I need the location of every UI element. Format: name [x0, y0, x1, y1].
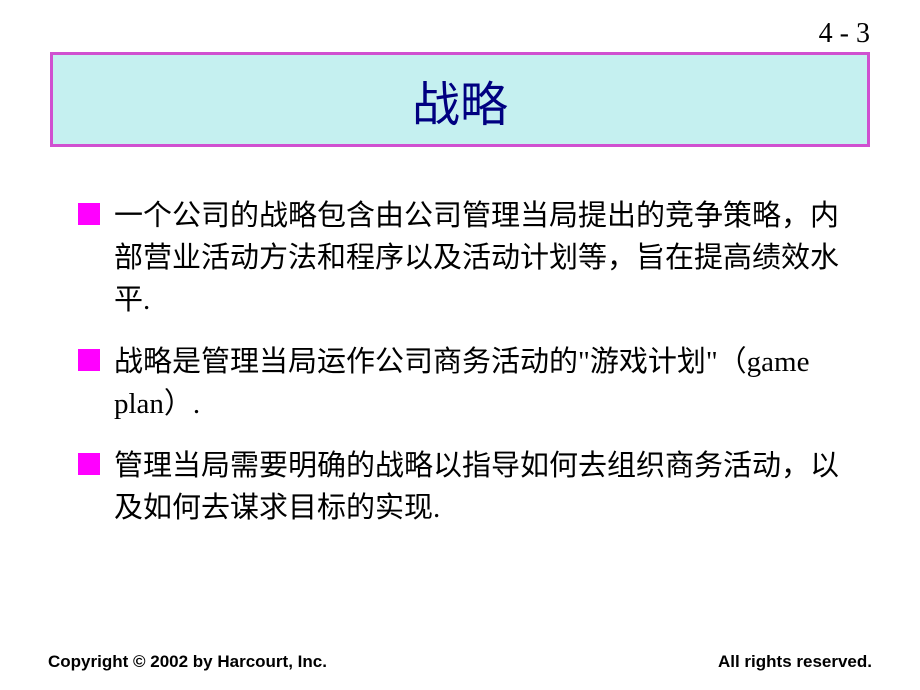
bullet-marker-icon: [78, 349, 100, 371]
title-box: 战略: [50, 52, 870, 147]
page-number: 4 - 3: [819, 18, 870, 50]
content-area: 一个公司的战略包含由公司管理当局提出的竞争策略，内部营业活动方法和程序以及活动计…: [78, 195, 860, 549]
bullet-marker-icon: [78, 453, 100, 475]
footer: Copyright © 2002 by Harcourt, Inc. All r…: [48, 652, 872, 672]
bullet-text: 一个公司的战略包含由公司管理当局提出的竞争策略，内部营业活动方法和程序以及活动计…: [114, 195, 860, 321]
bullet-item: 一个公司的战略包含由公司管理当局提出的竞争策略，内部营业活动方法和程序以及活动计…: [78, 195, 860, 321]
bullet-text: 战略是管理当局运作公司商务活动的"游戏计划"（game plan）.: [114, 341, 860, 425]
copyright-text: Copyright © 2002 by Harcourt, Inc.: [48, 652, 327, 672]
bullet-text: 管理当局需要明确的战略以指导如何去组织商务活动，以及如何去谋求目标的实现.: [114, 445, 860, 529]
title-text: 战略: [412, 65, 508, 135]
bullet-item: 管理当局需要明确的战略以指导如何去组织商务活动，以及如何去谋求目标的实现.: [78, 445, 860, 529]
bullet-marker-icon: [78, 203, 100, 225]
bullet-item: 战略是管理当局运作公司商务活动的"游戏计划"（game plan）.: [78, 341, 860, 425]
rights-text: All rights reserved.: [718, 652, 872, 672]
